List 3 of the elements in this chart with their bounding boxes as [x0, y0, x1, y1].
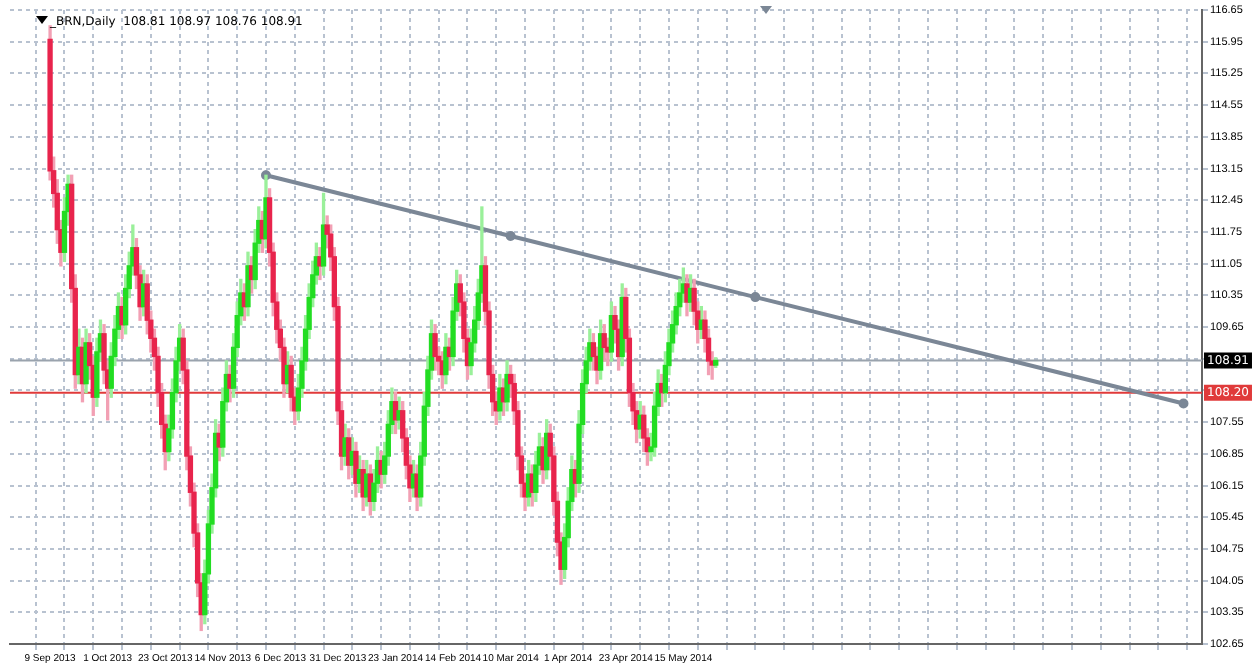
point [750, 292, 761, 303]
point [505, 230, 516, 241]
point [1178, 398, 1189, 409]
